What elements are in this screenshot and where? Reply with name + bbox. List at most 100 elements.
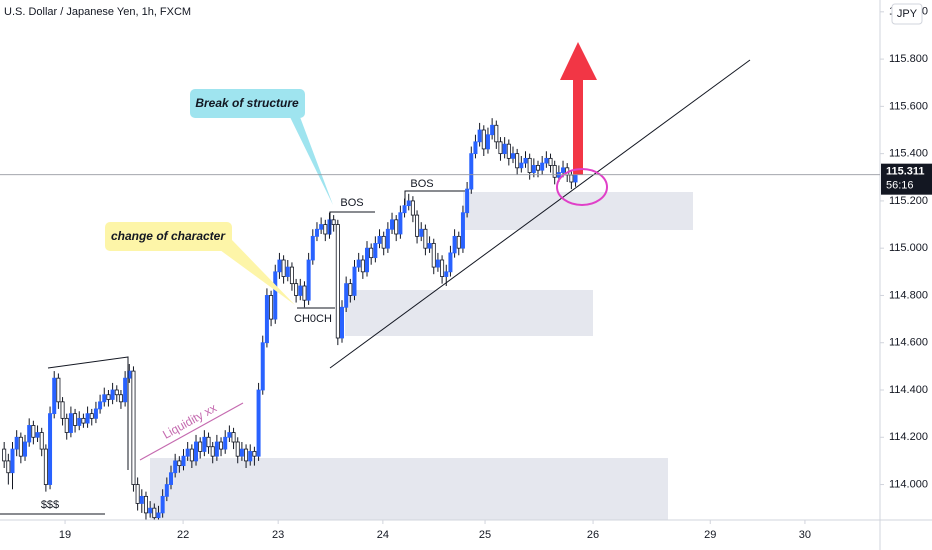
candle-body [73,413,78,426]
candle-body [402,205,407,214]
candle-body [252,451,257,457]
candle-body [52,377,57,415]
candle-body [18,436,23,457]
arrow-head [560,42,597,80]
candle-body [552,165,557,178]
candle-body [327,219,332,235]
candle-body [260,342,265,391]
candle-body [181,455,186,467]
candle-body [352,266,357,296]
candle-body [35,432,40,438]
candle-body [448,252,453,273]
candle-body [273,271,278,320]
candle-body [202,436,207,452]
symbol-title: U.S. Dollar / Japanese Yen, 1h, FXCM [4,6,191,18]
candle-body [244,448,249,462]
candle-body [394,219,399,235]
liquidity-line [139,402,244,461]
candle-body [227,432,232,438]
candle-body [323,224,328,235]
callout-text: change of character [111,229,226,243]
candle-body [356,259,361,268]
candle-body [515,153,520,169]
candle-body [385,228,390,249]
candle-body [473,141,478,155]
candle-body [139,495,144,504]
candle-body [415,214,420,237]
candle-body [248,451,253,462]
candle-body [152,507,157,519]
candle-body [98,401,103,410]
candle-body [302,285,307,301]
callout [105,222,232,251]
x-tick-label: 22 [177,529,189,541]
candle-body [102,394,107,403]
candle-body [131,370,136,485]
candle-body [118,394,123,403]
equal-lows-label: $$$ [41,499,59,511]
bos-label: BOS [410,178,433,190]
candle-body [365,247,370,273]
highlight-circle [556,168,608,206]
candle-body [60,401,65,419]
candle-body [77,417,82,426]
last-price-label: 115.311 [886,166,925,178]
candle-body [373,243,378,259]
choch-label: CH0CH [294,313,332,325]
x-tick-label: 29 [704,529,716,541]
candle-body [319,224,324,230]
candle-body [406,200,411,207]
candle-body [527,157,532,173]
candle-body [519,162,524,169]
candle-body [189,448,194,462]
candle-body [481,129,486,150]
x-tick-label: 25 [479,529,491,541]
y-tick-label: 114.000 [889,478,928,490]
last-price-box [881,163,932,195]
candle-body [339,306,344,339]
candle-body [281,259,286,277]
candle-body [123,377,128,403]
candle-body [469,153,474,190]
candle-body [256,389,261,457]
candle-body [294,283,299,296]
callout-tail [220,240,295,305]
candle-body [419,228,424,237]
currency-box [891,3,923,25]
candle-body [452,235,457,254]
candle-body [544,157,549,164]
candle-body [502,143,507,155]
candle-body [540,162,545,171]
candle-body [431,243,436,268]
demand-zone [345,290,593,336]
x-tick-label: 19 [59,529,71,541]
candle-body [269,295,274,320]
candle-body [219,441,224,450]
candle-body [168,472,173,485]
candle-body [277,259,282,273]
candle-body [465,188,470,214]
candle-body [348,283,353,296]
candle-body [173,460,178,474]
candle-body [314,228,319,237]
candle-body [43,448,48,485]
candle-body [423,228,428,249]
candle-body [156,512,161,519]
trend-line [329,59,751,369]
callout-tail [290,117,333,205]
candle-body [573,174,578,183]
y-tick-label: 114.800 [889,289,928,301]
candle-body [85,413,90,424]
candle-body [306,259,311,301]
candle-body [344,283,349,308]
candle-body [93,408,98,419]
candle-body [68,413,73,433]
candle-body [440,259,445,277]
candle-body [31,425,36,438]
candle-body [477,129,482,143]
y-tick-label: 115.600 [889,100,928,112]
callout [190,89,305,118]
candle-body [381,235,386,249]
demand-zone [463,192,693,230]
candle-body [569,174,574,183]
